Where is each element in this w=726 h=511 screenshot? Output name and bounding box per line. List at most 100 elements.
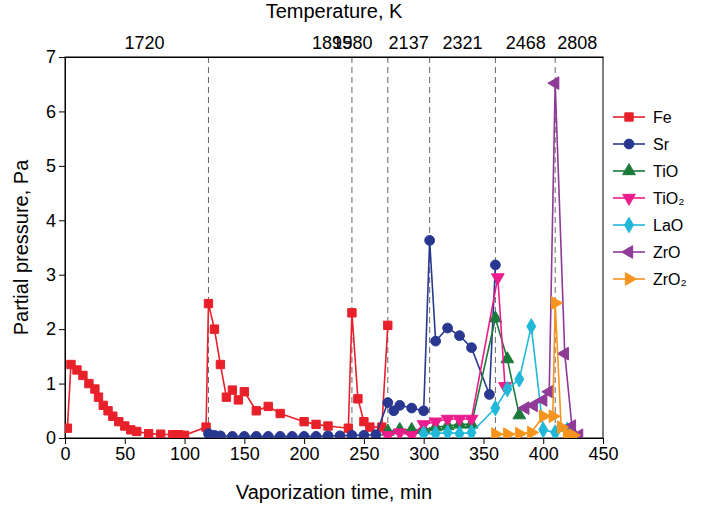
- series-marker: [515, 371, 524, 387]
- x-tick-label: 100: [170, 444, 200, 464]
- legend-marker: [625, 273, 636, 286]
- y-tick: 1: [46, 374, 65, 394]
- series-line: [388, 318, 520, 431]
- legend-marker: [623, 194, 636, 205]
- legend-label: ZrO₂: [653, 271, 687, 288]
- series-marker: [503, 381, 512, 397]
- legend-entry: Sr: [613, 136, 670, 153]
- legend-label: LaO: [653, 217, 683, 234]
- series-marker: [518, 402, 529, 415]
- x2-tick: 1720: [124, 33, 164, 57]
- y-tick-label: 6: [46, 102, 56, 122]
- series-marker: [528, 426, 539, 438]
- series-marker: [371, 430, 381, 438]
- series-marker: [79, 371, 87, 379]
- series-marker: [133, 427, 141, 435]
- series-marker: [216, 431, 226, 438]
- series-marker: [516, 427, 527, 438]
- series-marker: [384, 321, 392, 329]
- series-marker: [549, 410, 560, 423]
- series-line: [388, 277, 505, 435]
- y-tick: 3: [46, 265, 65, 285]
- y-axis: 01234567: [46, 47, 66, 448]
- legend: FeSrTiOTiO₂LaOZrOZrO₂: [613, 109, 687, 288]
- series-marker: [527, 319, 536, 335]
- series-marker: [443, 323, 453, 333]
- y-tick-label: 5: [46, 156, 56, 176]
- legend-entry: ZrO: [613, 244, 681, 261]
- x2-tick: 1980: [332, 33, 372, 57]
- series-marker: [210, 325, 218, 333]
- x2-tick: 2468: [506, 33, 546, 57]
- x-axis-title: Vaporization time, min: [236, 481, 432, 503]
- legend-marker: [623, 164, 636, 175]
- y-tick-label: 3: [46, 265, 56, 285]
- legend-entry: Fe: [613, 109, 672, 126]
- x2-axis-title: Temperature, K: [266, 0, 403, 22]
- legend-marker: [624, 139, 634, 149]
- series-line: [424, 326, 567, 433]
- x-tick-label: 350: [469, 444, 499, 464]
- series-marker: [348, 309, 356, 317]
- x2-tick: 2808: [557, 33, 597, 57]
- series-marker: [354, 395, 362, 403]
- series-line: [67, 304, 387, 436]
- y-tick: 6: [46, 102, 65, 122]
- series-marker: [366, 423, 374, 431]
- x2-tick-label: 2321: [442, 33, 482, 53]
- series-marker: [263, 431, 273, 438]
- y-tick: 0: [46, 428, 65, 448]
- y-tick-mark: [59, 329, 65, 330]
- x-tick: 300: [409, 438, 439, 464]
- x-tick-label: 0: [60, 444, 70, 464]
- vline: [495, 57, 496, 438]
- x-tick-label: 200: [290, 444, 320, 464]
- series-marker: [467, 425, 476, 438]
- vlines: [208, 57, 555, 438]
- series-marker: [569, 429, 580, 438]
- series-marker: [542, 385, 553, 398]
- series-marker: [228, 386, 236, 394]
- y-tick-mark: [59, 57, 65, 58]
- vline: [208, 57, 209, 438]
- y-tick: 4: [46, 211, 65, 231]
- legend-entry: LaO: [613, 217, 683, 234]
- series-marker: [491, 260, 501, 270]
- y-axis-title: Partial pressure, Pa: [10, 159, 32, 336]
- y-tick: 5: [46, 156, 65, 176]
- x-tick: 0: [60, 438, 70, 464]
- legend-marker: [622, 246, 633, 259]
- series-marker: [251, 431, 261, 438]
- series-marker: [407, 403, 417, 413]
- series-marker: [275, 431, 285, 438]
- series-marker: [323, 431, 333, 438]
- x-axis-line: [66, 439, 604, 445]
- series-marker: [455, 426, 464, 438]
- series-marker: [324, 422, 332, 430]
- x-tick: 200: [290, 438, 320, 464]
- series-marker: [335, 431, 345, 438]
- x-tick-label: 300: [409, 444, 439, 464]
- y-tick-label: 0: [46, 428, 56, 448]
- y-tick-mark: [59, 166, 65, 167]
- marks: [65, 77, 583, 438]
- y-tick: 7: [46, 47, 65, 67]
- series-marker: [234, 396, 242, 404]
- legend-label: TiO: [653, 163, 678, 180]
- x2-axis-line: [66, 57, 604, 58]
- x-tick: 350: [469, 438, 499, 464]
- series-marker: [557, 347, 568, 360]
- series-marker: [276, 409, 284, 417]
- series-marker: [455, 331, 465, 341]
- series-marker: [491, 400, 500, 416]
- series-marker: [311, 431, 321, 438]
- series-marker: [419, 406, 429, 416]
- x-tick-label: 400: [529, 444, 559, 464]
- series-marker: [381, 432, 394, 438]
- x-tick-label: 250: [349, 444, 379, 464]
- plot-frame: [65, 57, 603, 438]
- y-tick-label: 1: [46, 374, 56, 394]
- x-tick: 150: [230, 438, 260, 464]
- x-tick-label: 50: [115, 444, 135, 464]
- series-marker: [240, 388, 248, 396]
